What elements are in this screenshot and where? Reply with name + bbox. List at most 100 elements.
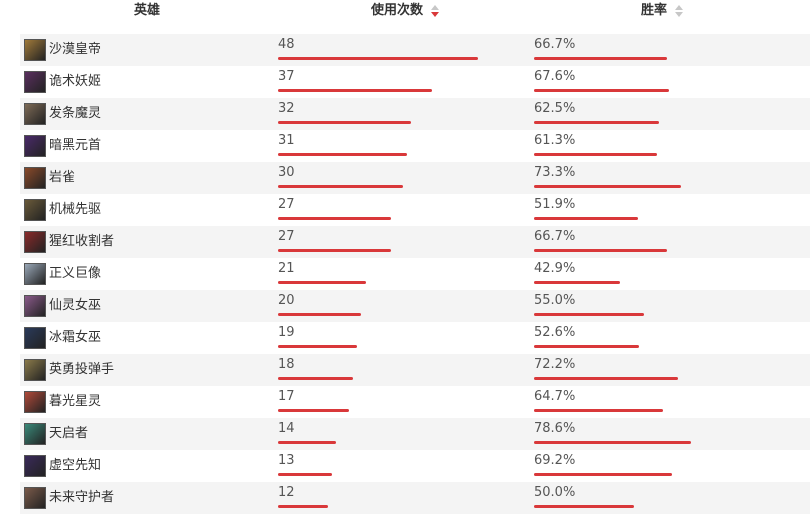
table-row[interactable]: 诡术妖姬 37 67.6%: [20, 66, 810, 98]
table-row[interactable]: 虚空先知 13 69.2%: [20, 450, 810, 482]
uses-value: 37: [278, 69, 295, 84]
column-header-uses-label: 使用次数: [371, 3, 424, 18]
hero-avatar[interactable]: [24, 135, 46, 157]
table-row[interactable]: 仙灵女巫 20 55.0%: [20, 290, 810, 322]
table-row[interactable]: 冰霜女巫 19 52.6%: [20, 322, 810, 354]
winrate-value: 51.9%: [534, 197, 576, 212]
winrate-value: 61.3%: [534, 133, 576, 148]
column-header-hero: 英雄: [134, 0, 160, 22]
table-row[interactable]: 未来守护者 12 50.0%: [20, 482, 810, 514]
uses-bar: [278, 505, 328, 508]
hero-avatar[interactable]: [24, 295, 46, 317]
hero-name[interactable]: 暗黑元首: [49, 138, 102, 153]
uses-value: 19: [278, 325, 295, 340]
uses-value: 20: [278, 293, 295, 308]
winrate-bar: [534, 185, 681, 188]
uses-bar: [278, 185, 403, 188]
uses-bar: [278, 57, 478, 60]
table-row[interactable]: 天启者 14 78.6%: [20, 418, 810, 450]
uses-value: 12: [278, 485, 295, 500]
hero-name[interactable]: 发条魔灵: [49, 106, 102, 121]
hero-avatar[interactable]: [24, 231, 46, 253]
winrate-value: 66.7%: [534, 37, 576, 52]
uses-bar: [278, 409, 349, 412]
hero-avatar[interactable]: [24, 167, 46, 189]
winrate-bar: [534, 57, 667, 60]
table-row[interactable]: 暗黑元首 31 61.3%: [20, 130, 810, 162]
hero-name[interactable]: 仙灵女巫: [49, 298, 102, 313]
table-row[interactable]: 机械先驱 27 51.9%: [20, 194, 810, 226]
hero-name[interactable]: 天启者: [49, 426, 89, 441]
hero-avatar[interactable]: [24, 359, 46, 381]
hero-avatar[interactable]: [24, 327, 46, 349]
hero-name[interactable]: 未来守护者: [49, 490, 115, 505]
winrate-value: 67.6%: [534, 69, 576, 84]
hero-avatar[interactable]: [24, 39, 46, 61]
winrate-value: 62.5%: [534, 101, 576, 116]
uses-bar: [278, 377, 353, 380]
uses-bar: [278, 473, 332, 476]
hero-avatar[interactable]: [24, 455, 46, 477]
uses-value: 30: [278, 165, 295, 180]
hero-name[interactable]: 猩红收割者: [49, 234, 115, 249]
uses-bar: [278, 441, 336, 444]
winrate-bar: [534, 377, 678, 380]
uses-value: 17: [278, 389, 295, 404]
table-row[interactable]: 发条魔灵 32 62.5%: [20, 98, 810, 130]
hero-name[interactable]: 岩雀: [49, 170, 76, 185]
uses-value: 27: [278, 229, 295, 244]
hero-avatar[interactable]: [24, 71, 46, 93]
uses-bar: [278, 345, 357, 348]
winrate-bar: [534, 473, 672, 476]
hero-avatar[interactable]: [24, 423, 46, 445]
winrate-value: 73.3%: [534, 165, 576, 180]
hero-name[interactable]: 诡术妖姬: [49, 74, 102, 89]
winrate-bar: [534, 217, 638, 220]
column-header-winrate[interactable]: 胜率: [641, 0, 683, 22]
winrate-value: 72.2%: [534, 357, 576, 372]
uses-value: 18: [278, 357, 295, 372]
uses-bar: [278, 281, 366, 284]
winrate-value: 55.0%: [534, 293, 576, 308]
hero-name[interactable]: 机械先驱: [49, 202, 102, 217]
hero-name[interactable]: 英勇投弹手: [49, 362, 115, 377]
column-header-uses[interactable]: 使用次数: [371, 0, 439, 22]
winrate-value: 69.2%: [534, 453, 576, 468]
winrate-bar: [534, 409, 663, 412]
winrate-value: 64.7%: [534, 389, 576, 404]
hero-avatar[interactable]: [24, 487, 46, 509]
table-row[interactable]: 猩红收割者 27 66.7%: [20, 226, 810, 258]
uses-bar: [278, 89, 432, 92]
hero-avatar[interactable]: [24, 199, 46, 221]
winrate-value: 50.0%: [534, 485, 576, 500]
table-row[interactable]: 沙漠皇帝 48 66.7%: [20, 34, 810, 66]
hero-avatar[interactable]: [24, 263, 46, 285]
hero-name[interactable]: 沙漠皇帝: [49, 42, 102, 57]
winrate-bar: [534, 441, 691, 444]
winrate-bar: [534, 89, 669, 92]
hero-name[interactable]: 正义巨像: [49, 266, 102, 281]
uses-value: 21: [278, 261, 295, 276]
winrate-value: 66.7%: [534, 229, 576, 244]
hero-name[interactable]: 冰霜女巫: [49, 330, 102, 345]
column-header-hero-label: 英雄: [134, 3, 161, 18]
table-row[interactable]: 暮光星灵 17 64.7%: [20, 386, 810, 418]
table-header: 英雄 使用次数 胜率: [0, 0, 810, 34]
hero-avatar[interactable]: [24, 103, 46, 125]
winrate-bar: [534, 345, 639, 348]
hero-name[interactable]: 暮光星灵: [49, 394, 102, 409]
winrate-value: 78.6%: [534, 421, 576, 436]
sort-desc-icon[interactable]: [430, 4, 439, 18]
table-row[interactable]: 正义巨像 21 42.9%: [20, 258, 810, 290]
uses-value: 31: [278, 133, 295, 148]
hero-avatar[interactable]: [24, 391, 46, 413]
uses-value: 27: [278, 197, 295, 212]
hero-name[interactable]: 虚空先知: [49, 458, 102, 473]
uses-value: 48: [278, 37, 295, 52]
table-row[interactable]: 英勇投弹手 18 72.2%: [20, 354, 810, 386]
table-row[interactable]: 岩雀 30 73.3%: [20, 162, 810, 194]
sort-icon[interactable]: [674, 4, 683, 18]
winrate-bar: [534, 505, 634, 508]
uses-bar: [278, 217, 391, 220]
